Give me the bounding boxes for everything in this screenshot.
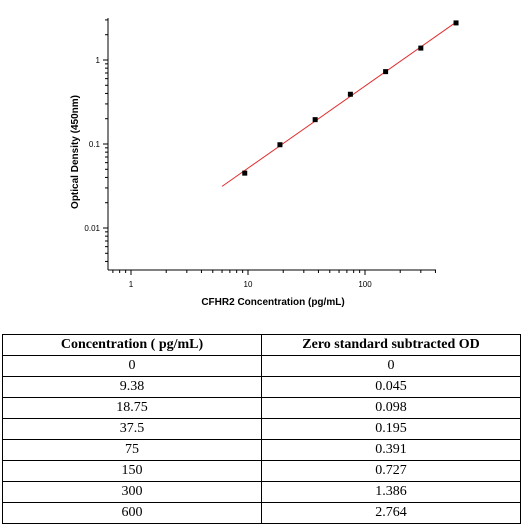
chart-axes: 1 10 100 0.01 0.1 1 xyxy=(84,18,436,289)
cell-concentration: 0 xyxy=(2,355,262,377)
cell-concentration: 150 xyxy=(2,460,262,482)
column-header-od: Zero standard subtracted OD xyxy=(261,334,521,356)
data-point xyxy=(312,117,318,123)
cell-od: 0.195 xyxy=(261,418,521,440)
cell-concentration: 300 xyxy=(2,481,262,503)
cell-od: 0.045 xyxy=(261,376,521,398)
data-point xyxy=(242,170,248,176)
table-row: 37.5 0.195 xyxy=(2,418,521,440)
x-tick-label: 100 xyxy=(358,280,372,289)
table-header-row: Concentration ( pg/mL) Zero standard sub… xyxy=(2,334,521,356)
column-header-concentration: Concentration ( pg/mL) xyxy=(2,334,262,356)
table-row: 18.75 0.098 xyxy=(2,397,521,419)
fit-line xyxy=(221,21,457,187)
cell-concentration: 75 xyxy=(2,439,262,461)
y-tick-label: 0.01 xyxy=(84,224,100,233)
table-row: 150 0.727 xyxy=(2,460,521,482)
table-row: 300 1.386 xyxy=(2,481,521,503)
cell-od: 0.098 xyxy=(261,397,521,419)
data-point xyxy=(418,45,424,51)
cell-od: 0 xyxy=(261,355,521,377)
data-point xyxy=(277,142,283,148)
fit-line-group xyxy=(221,21,457,187)
y-tick-label: 1 xyxy=(96,56,101,65)
standard-curve-chart: 1 10 100 0.01 0.1 1 CFHR2 Concentration (pg/m… xyxy=(70,18,459,308)
table-row: 75 0.391 xyxy=(2,439,521,461)
cell-concentration: 37.5 xyxy=(2,418,262,440)
x-tick-label: 10 xyxy=(244,280,253,289)
cell-concentration: 9.38 xyxy=(2,376,262,398)
cell-od: 0.391 xyxy=(261,439,521,461)
cell-od: 1.386 xyxy=(261,481,521,503)
table-row: 9.38 0.045 xyxy=(2,376,521,398)
data-point xyxy=(453,20,459,26)
data-point xyxy=(347,91,353,97)
y-tick-label: 0.1 xyxy=(89,140,101,149)
table-row: 600 2.764 xyxy=(2,502,521,524)
standard-values-table: Concentration ( pg/mL) Zero standard sub… xyxy=(2,334,521,524)
data-points-group xyxy=(242,20,459,176)
cell-od: 2.764 xyxy=(261,502,521,524)
data-point xyxy=(383,69,389,75)
x-axis-title: CFHR2 Concentration (pg/mL) xyxy=(201,297,344,308)
cell-concentration: 600 xyxy=(2,502,262,524)
x-tick-label: 1 xyxy=(129,280,134,289)
cell-od: 0.727 xyxy=(261,460,521,482)
cell-concentration: 18.75 xyxy=(2,397,262,419)
y-axis-title: Optical Density (450nm) xyxy=(70,95,81,209)
